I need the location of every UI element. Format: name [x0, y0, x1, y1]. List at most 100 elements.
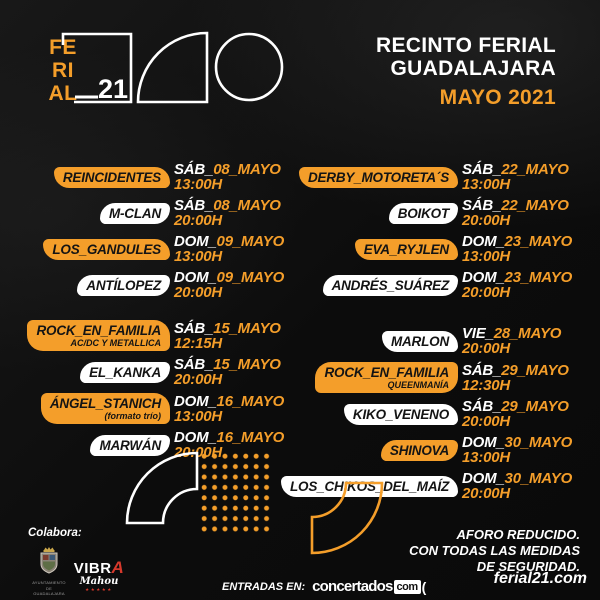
event-day: SÁB_ [174, 161, 214, 178]
logo-square-shape [61, 32, 133, 104]
event-date: DOM_09_MAYO 20:00H [174, 270, 286, 300]
event-row: DERBY_MOTORETA´S SÁB_22_MAYO 13:00H [295, 162, 576, 192]
artist-badge: BOIKOT [388, 202, 458, 224]
event-row: ROCK_EN_FAMILIA QUEENMANÍA SÁB_29_MAYO 1… [295, 362, 576, 393]
artist-subtitle: QUEENMANÍA [387, 380, 449, 390]
event-date-line: SÁB_15_MAYO [174, 357, 286, 372]
event-day: SÁB_ [462, 197, 502, 214]
council-logo: AYUNTAMIENTO DE GUADALAJARA [30, 546, 68, 596]
event-day-month: 16_MAYO [216, 429, 285, 446]
event-time: 20:00H [462, 413, 510, 430]
logo-line-3: AL [48, 82, 78, 105]
event-day: SÁB_ [174, 356, 214, 373]
vibra-wordmark: VIBRA [70, 559, 128, 576]
event-day: DOM_ [462, 434, 505, 451]
event-day-month: 09_MAYO [216, 269, 285, 286]
artist-name: ANDRÉS_SUÁREZ [331, 277, 450, 293]
event-date: SÁB_08_MAYO 20:00H [174, 198, 286, 228]
concertados-com-badge: com [393, 579, 421, 594]
event-day-month: 08_MAYO [213, 161, 281, 178]
event-day-month: 28_MAYO [493, 325, 562, 342]
event-date: SÁB_15_MAYO 12:15H [174, 321, 286, 351]
event-date: DOM_23_MAYO 13:00H [462, 234, 576, 264]
event-date: SÁB_15_MAYO 20:00H [174, 357, 286, 387]
artist-name: REINCIDENTES [62, 169, 161, 185]
event-date-line: DOM_23_MAYO [462, 234, 576, 249]
event-date-line: SÁB_22_MAYO [462, 198, 576, 213]
event-row: KIKO_VENENO SÁB_29_MAYO 20:00H [295, 399, 576, 429]
quarter-ring-white-shape [125, 451, 199, 525]
event-date-line: VIE_28_MAYO [462, 326, 576, 341]
venue-line-1: RECINTO FERIAL [376, 34, 556, 57]
dot-grid-decoration [197, 449, 270, 532]
events-column-left: REINCIDENTES SÁB_08_MAYO 13:00H M-CLAN S… [27, 162, 286, 466]
artist-badge: KIKO_VENENO [343, 403, 458, 425]
event-row: LOS_GANDULES DOM_09_MAYO 13:00H [28, 234, 286, 264]
event-row: BOIKOT SÁB_22_MAYO 20:00H [295, 198, 576, 228]
mahou-wordmark: Mahou [79, 576, 119, 587]
concertados-bracket-mark: ( [421, 578, 427, 595]
event-date: SÁB_29_MAYO 12:30H [462, 363, 576, 393]
artist-badge: ANDRÉS_SUÁREZ [322, 274, 458, 296]
event-date: DOM_30_MAYO 20:00H [462, 471, 576, 501]
artist-badge: ROCK_EN_FAMILIA AC/DC Y METALLICA [27, 320, 170, 351]
event-date-line: SÁB_22_MAYO [462, 162, 576, 177]
artist-name: DERBY_MOTORETA´S [307, 169, 449, 185]
artist-name: MARWÁN [99, 437, 161, 453]
capacity-notice: AFORO REDUCIDO. CON TODAS LAS MEDIDAS DE… [409, 527, 580, 575]
event-day-month: 30_MAYO [504, 434, 573, 451]
event-day-month: 15_MAYO [213, 319, 281, 337]
event-day: VIE_ [462, 325, 494, 342]
event-date-line: DOM_09_MAYO [174, 270, 286, 285]
event-day: DOM_ [174, 233, 217, 250]
mahou-stars: ★★★★★ [85, 587, 113, 592]
event-date: SÁB_22_MAYO 20:00H [462, 198, 576, 228]
artist-name: M-CLAN [108, 205, 161, 221]
logo-line-1: FE [49, 36, 77, 59]
event-row: SHINOVA DOM_30_MAYO 13:00H [295, 435, 576, 465]
event-time: 12:30H [462, 376, 510, 394]
artist-name: LOS_CHIKOS_DEL_MAÍZ [290, 478, 449, 494]
event-month: MAYO 2021 [439, 86, 556, 109]
event-day-month: 15_MAYO [213, 356, 281, 373]
quarter-ring-orange-shape [310, 481, 384, 555]
logo-geometric-shapes: 21 [61, 31, 284, 104]
event-time: 13:00H [174, 176, 222, 193]
event-day-month: 22_MAYO [501, 197, 569, 214]
event-day: DOM_ [462, 470, 505, 487]
council-caption-line-2: DE GUADALAJARA [33, 586, 65, 596]
ferial-logo-wordmark: FE RI AL [44, 36, 82, 105]
artist-badge: ANTÍLOPEZ [77, 274, 170, 296]
artist-name: MARLON [390, 333, 449, 349]
event-day-month: 30_MAYO [504, 470, 573, 487]
artist-badge: ROCK_EN_FAMILIA QUEENMANÍA [315, 362, 458, 393]
event-date-line: SÁB_29_MAYO [462, 363, 576, 378]
event-date-line: DOM_30_MAYO [462, 435, 576, 450]
artist-name: EVA_RYJLEN [363, 241, 449, 257]
council-caption-line-1: AYUNTAMIENTO [32, 580, 66, 585]
event-date-line: DOM_30_MAYO [462, 471, 576, 486]
artist-badge: EL_KANKA [80, 361, 170, 383]
event-row: MARWÁN DOM_16_MAYO 20:00H [28, 430, 286, 460]
event-day: SÁB_ [462, 398, 502, 415]
event-time: 13:00H [462, 449, 510, 466]
tickets-bar: ENTRADAS EN: concertados com ( [222, 578, 426, 595]
event-date-line: SÁB_29_MAYO [462, 399, 576, 414]
event-row: EVA_RYJLEN DOM_23_MAYO 13:00H [295, 234, 576, 264]
event-date: VIE_28_MAYO 20:00H [462, 326, 576, 356]
event-row: EL_KANKA SÁB_15_MAYO 20:00H [28, 357, 286, 387]
event-date-line: DOM_16_MAYO [174, 394, 286, 409]
event-time: 20:00H [462, 485, 510, 502]
event-day: SÁB_ [462, 361, 502, 379]
event-day-month: 22_MAYO [501, 161, 569, 178]
event-time: 12:15H [174, 334, 222, 352]
logo-circle-shape [214, 32, 284, 102]
event-day-month: 09_MAYO [216, 233, 285, 250]
guadalajara-crest-icon [40, 547, 58, 574]
event-time: 13:00H [462, 248, 510, 265]
tickets-label: ENTRADAS EN: [222, 580, 306, 593]
artist-name: BOIKOT [397, 205, 450, 221]
event-day-month: 16_MAYO [216, 392, 285, 410]
event-date: DOM_16_MAYO 13:00H [174, 394, 286, 424]
event-date: SÁB_08_MAYO 13:00H [174, 162, 286, 192]
